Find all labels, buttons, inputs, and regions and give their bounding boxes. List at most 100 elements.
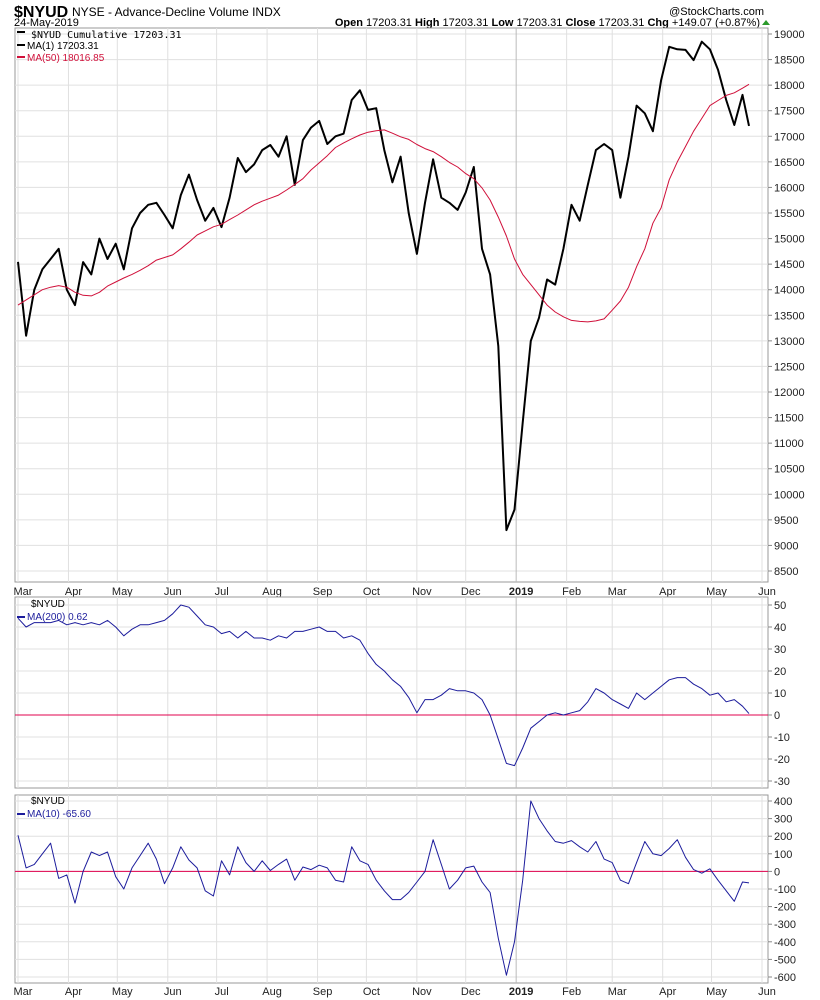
- brand-watermark: @StockCharts.com: [669, 6, 764, 18]
- y-tick-label: 11500: [774, 413, 804, 425]
- y-tick-label: 50: [774, 600, 786, 612]
- x-tick-label: May: [112, 986, 133, 998]
- index-name: NYSE - Advance-Decline Volume INDX: [72, 5, 281, 19]
- symbol-title: $NYUD: [14, 4, 68, 21]
- x-tick-label: Nov: [412, 586, 432, 598]
- y-tick-label: 9500: [774, 515, 798, 527]
- y-tick-label: 10: [774, 688, 786, 700]
- low-value: 17203.31: [517, 17, 563, 29]
- y-tick-label: 10500: [774, 464, 805, 476]
- y-tick-label: -20: [774, 754, 790, 766]
- y-tick-label: 200: [774, 831, 792, 843]
- legend-ma50: MA(50) 18016.85: [27, 53, 105, 64]
- y-tick-label: 14500: [774, 259, 805, 271]
- y-tick-label: 15500: [774, 208, 805, 220]
- x-tick-label: Apr: [659, 986, 676, 998]
- legend-cumulative: $NYUD Cumulative 17203.31: [31, 30, 182, 41]
- high-label: High: [415, 17, 440, 29]
- up-arrow-icon: [762, 20, 770, 25]
- y-tick-label: 30: [774, 644, 786, 656]
- legend-swatch-cumulative: [17, 31, 25, 33]
- x-tick-label: Feb: [562, 986, 581, 998]
- x-tick-label: 2019: [509, 986, 533, 998]
- y-tick-label: 10000: [774, 489, 805, 501]
- x-tick-label: Oct: [363, 986, 380, 998]
- y-tick-label: 15000: [774, 234, 805, 246]
- x-tick-label: Jul: [215, 986, 229, 998]
- legend-ma200: MA(200) 0.62: [27, 612, 88, 623]
- x-tick-label: Mar: [608, 586, 627, 598]
- x-tick-label: Aug: [262, 586, 282, 598]
- y-tick-label: 9000: [774, 540, 798, 552]
- x-tick-label: Nov: [412, 986, 432, 998]
- y-tick-label: 300: [774, 814, 792, 826]
- series-line-ma10: [17, 800, 750, 976]
- y-tick-label: 17500: [774, 106, 805, 118]
- y-tick-label: 0: [774, 866, 780, 878]
- change-label: Chg: [647, 17, 668, 29]
- x-tick-label: Apr: [65, 986, 82, 998]
- y-tick-label: 20: [774, 666, 786, 678]
- series-line-ma1: [17, 40, 750, 532]
- y-tick-label: -300: [774, 919, 796, 931]
- x-tick-label: May: [706, 986, 727, 998]
- x-tick-label: 2019: [509, 586, 533, 598]
- legend-swatch-ma200: [17, 616, 25, 618]
- series-line-ma50: [17, 83, 750, 323]
- quote-summary: Open 17203.31 High 17203.31 Low 17203.31…: [335, 17, 760, 29]
- x-tick-label: Feb: [562, 586, 581, 598]
- y-tick-label: 19000: [774, 29, 805, 41]
- y-tick-label: 13500: [774, 310, 805, 322]
- x-tick-label: Apr: [65, 586, 82, 598]
- x-tick-label: Dec: [461, 586, 481, 598]
- legend-swatch-ma10: [17, 813, 25, 815]
- x-tick-label: Jun: [758, 586, 776, 598]
- y-tick-label: 14000: [774, 285, 805, 297]
- y-tick-label: 18000: [774, 80, 805, 92]
- legend-swatch-ma50: [17, 56, 25, 58]
- x-tick-label: May: [112, 586, 133, 598]
- x-tick-label: Jun: [164, 986, 182, 998]
- y-tick-label: 11000: [774, 438, 804, 450]
- series-line-ma200: [17, 604, 750, 767]
- x-tick-label: Apr: [659, 586, 676, 598]
- y-tick-label: 18500: [774, 55, 805, 67]
- y-tick-label: 13000: [774, 336, 805, 348]
- y-tick-label: 12500: [774, 361, 805, 373]
- open-value: 17203.31: [366, 17, 412, 29]
- x-tick-label: Jun: [758, 986, 776, 998]
- low-label: Low: [491, 17, 513, 29]
- x-tick-label: Dec: [461, 986, 481, 998]
- open-label: Open: [335, 17, 363, 29]
- x-tick-label: Jul: [215, 586, 229, 598]
- y-tick-label: 16500: [774, 157, 805, 169]
- x-tick-label: Sep: [313, 586, 333, 598]
- y-tick-label: 12000: [774, 387, 805, 399]
- y-tick-label: -10: [774, 732, 790, 744]
- x-tick-label: May: [706, 586, 727, 598]
- y-tick-label: 17000: [774, 131, 805, 143]
- change-value: +149.07 (+0.87%): [672, 17, 760, 29]
- y-tick-label: -200: [774, 902, 796, 914]
- y-tick-label: -100: [774, 884, 796, 896]
- x-tick-label: Mar: [14, 586, 33, 598]
- legend-ma10: MA(10) -65.60: [27, 809, 91, 820]
- x-tick-label: Jun: [164, 586, 182, 598]
- x-tick-label: Mar: [608, 986, 627, 998]
- close-value: 17203.31: [599, 17, 645, 29]
- high-value: 17203.31: [443, 17, 489, 29]
- y-tick-label: -400: [774, 937, 796, 949]
- y-tick-label: -30: [774, 776, 790, 788]
- x-tick-label: Oct: [363, 586, 380, 598]
- y-tick-label: -500: [774, 954, 796, 966]
- y-tick-label: 8500: [774, 566, 798, 578]
- x-tick-label: Mar: [14, 986, 33, 998]
- y-tick-label: 400: [774, 796, 792, 808]
- y-tick-label: -600: [774, 972, 796, 984]
- legend-swatch-ma1: [17, 44, 25, 46]
- close-label: Close: [565, 17, 595, 29]
- legend-panel3-symbol: $NYUD: [31, 796, 65, 807]
- y-tick-label: 100: [774, 849, 792, 861]
- legend-panel2-symbol: $NYUD: [31, 599, 65, 610]
